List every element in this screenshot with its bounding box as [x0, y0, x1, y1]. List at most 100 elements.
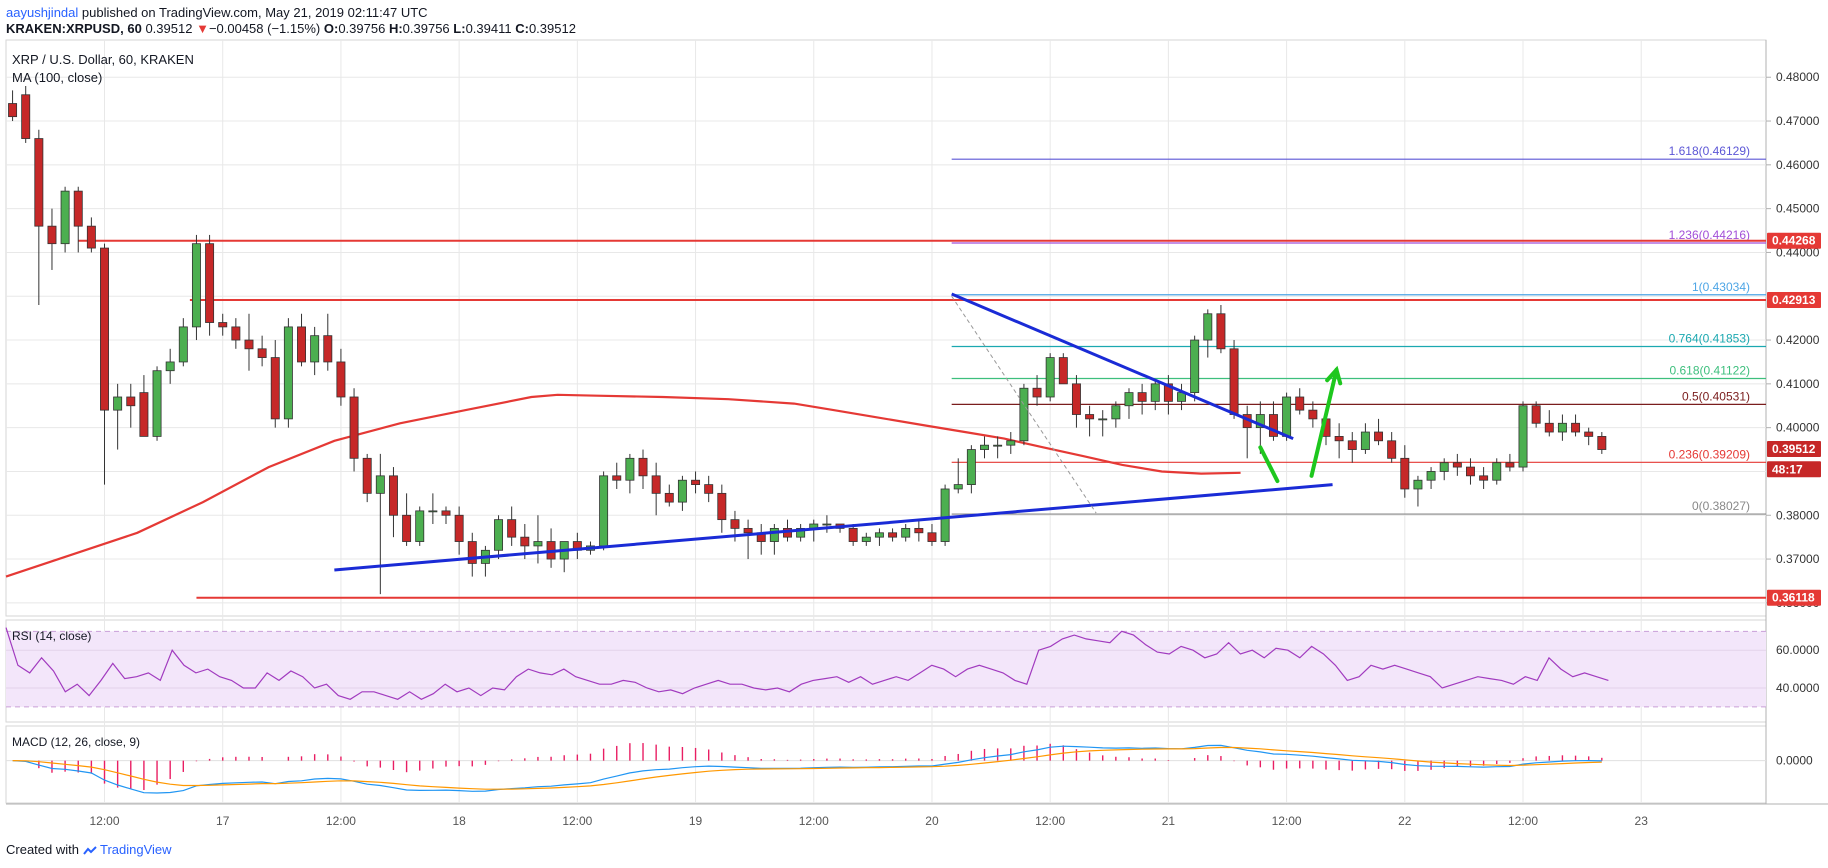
candle-body	[993, 444, 1003, 447]
projection-arrow	[1258, 445, 1280, 484]
rsi-band	[6, 631, 1766, 707]
candle-body	[874, 532, 884, 538]
published-text: published on TradingView.com, May 21, 20…	[78, 5, 428, 20]
rsi-line	[5, 627, 1609, 700]
candle-body	[178, 326, 188, 363]
candle-body	[914, 527, 924, 534]
candle-body	[257, 348, 267, 358]
candle-body	[362, 457, 372, 494]
candle-body	[1571, 422, 1581, 433]
candle-body	[1466, 466, 1475, 477]
time-tick-label: 18	[452, 814, 466, 828]
candle-body	[454, 514, 464, 542]
candle-body	[953, 484, 963, 490]
author-link[interactable]: aayushjindal	[6, 5, 79, 20]
candle-body	[1347, 440, 1357, 450]
fib-level-label: 0.236(0.39209)	[1669, 447, 1750, 461]
candle-body	[467, 541, 477, 564]
candle-body	[980, 444, 989, 450]
candle-body	[47, 225, 57, 245]
projection-arrow-head	[1325, 365, 1343, 386]
candle-body	[86, 225, 96, 249]
candle-body	[691, 479, 701, 485]
candle-body	[415, 510, 425, 542]
open-value: 0.39756	[338, 21, 386, 36]
candle-body	[1085, 414, 1095, 420]
macd-signal-line	[12, 746, 1602, 790]
candle-body	[1308, 409, 1318, 420]
candle-body	[966, 449, 976, 485]
rsi-label: RSI (14, close)	[12, 629, 91, 643]
candle-body	[1032, 387, 1042, 398]
time-tick-label: 17	[216, 814, 230, 828]
candle-body	[861, 536, 871, 542]
tradingview-logo-icon	[82, 846, 97, 855]
candle-body	[1058, 357, 1068, 385]
candle-body	[1229, 348, 1239, 415]
candle-body	[270, 357, 280, 420]
candle-body	[769, 527, 779, 542]
level-badge	[1767, 589, 1821, 606]
candle-body	[1544, 422, 1554, 433]
time-tick-label: 12:00	[1272, 814, 1302, 828]
candle-body	[1190, 339, 1200, 394]
candle-body	[8, 103, 18, 118]
candle-body	[100, 247, 109, 411]
candle-body	[1295, 396, 1305, 411]
tradingview-link[interactable]: TradingView	[100, 842, 172, 857]
open-label: O:	[323, 21, 339, 36]
candle-body	[1374, 431, 1384, 442]
candle-body	[1557, 422, 1567, 433]
price-tick-label: 0.37000	[1776, 552, 1820, 566]
candle-body	[1518, 405, 1528, 468]
level-badge-label: 0.44268	[1772, 234, 1816, 248]
macd-label: MACD (12, 26, close, 9)	[12, 735, 140, 749]
candle-body	[218, 322, 228, 328]
time-tick-label: 12:00	[326, 814, 356, 828]
publish-line: aayushjindal published on TradingView.co…	[6, 5, 428, 20]
candle-body	[1584, 431, 1594, 437]
candle-body	[152, 370, 162, 437]
candle-body	[1111, 405, 1121, 420]
candle-body	[927, 532, 937, 542]
candle-body	[1426, 471, 1436, 481]
footer: Created with TradingView	[6, 842, 172, 857]
candle-body	[336, 361, 346, 398]
macd-tick-label: 0.0000	[1776, 754, 1813, 768]
candle-body	[664, 492, 674, 503]
candle-body	[73, 190, 83, 227]
time-tick-label: 20	[925, 814, 939, 828]
candle-body	[533, 541, 543, 547]
close-label: C:	[515, 21, 529, 36]
candle-body	[1163, 383, 1173, 402]
ma-label: MA (100, close)	[12, 70, 102, 85]
time-tick-label: 12:00	[562, 814, 592, 828]
price-tick-label: 0.38000	[1776, 508, 1820, 522]
ma-100-line	[5, 393, 1241, 578]
candle-body	[1045, 357, 1055, 398]
candle-body	[165, 361, 175, 372]
candle-body	[625, 457, 635, 481]
fib-level-label: 0.5(0.40531)	[1682, 389, 1750, 403]
trendline	[951, 292, 1294, 440]
candle-body	[1098, 418, 1108, 421]
candle-body	[375, 475, 385, 494]
trendline	[334, 483, 1333, 572]
candle-body	[1505, 462, 1515, 468]
high-label: H:	[388, 21, 403, 36]
candle-body	[428, 510, 438, 513]
candle-body	[113, 396, 123, 411]
low-label: L:	[453, 21, 466, 36]
candle-body	[1334, 436, 1344, 442]
candle-body	[494, 519, 504, 551]
candle-body	[1255, 414, 1265, 429]
candle-body	[21, 94, 31, 139]
level-badge	[1767, 292, 1821, 309]
candle-body	[704, 484, 714, 494]
rsi-tick-label: 40.0000	[1776, 681, 1820, 695]
main-pane	[5, 39, 1767, 617]
fib-level-label: 1(0.43034)	[1692, 280, 1750, 294]
projection-arrow	[1309, 367, 1339, 478]
candle-body	[1019, 387, 1029, 442]
